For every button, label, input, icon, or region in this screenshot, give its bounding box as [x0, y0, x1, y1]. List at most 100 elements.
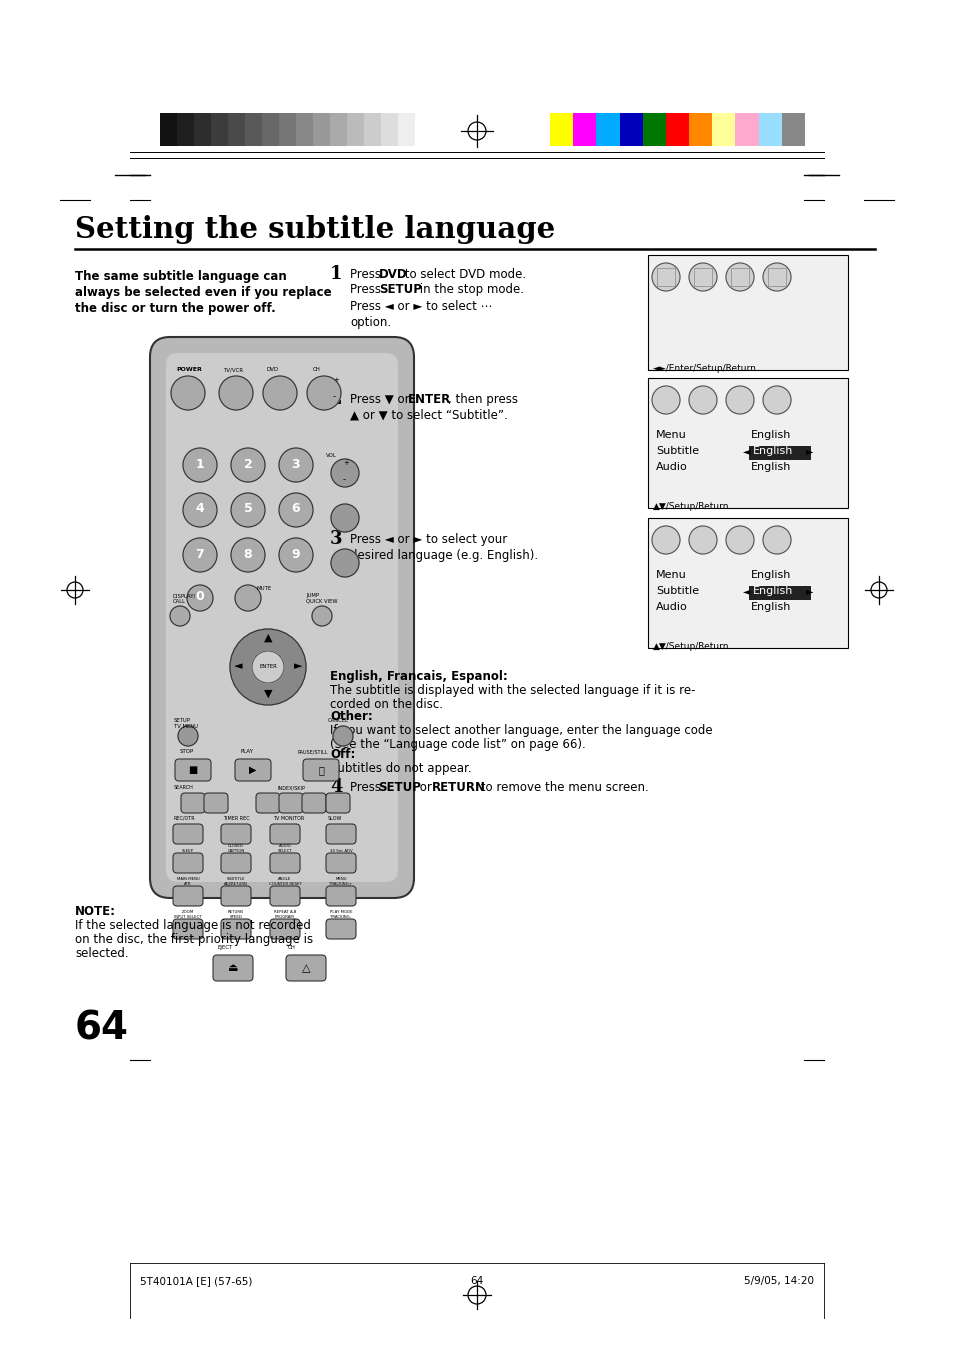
Text: TV/VCR: TV/VCR — [223, 367, 243, 372]
Bar — [278, 113, 295, 146]
Circle shape — [762, 386, 790, 413]
Text: 5/9/05, 14:20: 5/9/05, 14:20 — [743, 1275, 813, 1286]
Text: VOL: VOL — [326, 453, 336, 458]
FancyBboxPatch shape — [303, 759, 338, 781]
Text: Subtitles do not appear.: Subtitles do not appear. — [330, 762, 471, 775]
FancyBboxPatch shape — [270, 852, 299, 873]
Text: (See the “Language code list” on page 66).: (See the “Language code list” on page 66… — [330, 738, 585, 751]
Circle shape — [230, 630, 306, 705]
Text: ◄: ◄ — [742, 446, 750, 457]
Text: Off:: Off: — [330, 748, 355, 761]
Bar — [693, 267, 711, 286]
Circle shape — [183, 538, 216, 571]
Text: 0: 0 — [195, 590, 204, 604]
Text: 2: 2 — [330, 390, 342, 408]
Circle shape — [688, 263, 717, 290]
Text: ◄: ◄ — [233, 661, 242, 671]
Text: INDEX/SKIP: INDEX/SKIP — [277, 785, 306, 790]
Text: 5T40101A [E] (57-65): 5T40101A [E] (57-65) — [140, 1275, 253, 1286]
Text: ZOOM
INPUT SELECT: ZOOM INPUT SELECT — [174, 911, 202, 919]
Circle shape — [171, 376, 205, 409]
Text: SETUP: SETUP — [377, 781, 420, 794]
Text: ▼: ▼ — [263, 689, 272, 698]
Text: desired language (e.g. English).: desired language (e.g. English). — [350, 549, 537, 562]
Bar — [657, 267, 675, 286]
Text: ▶: ▶ — [249, 765, 256, 775]
Circle shape — [278, 493, 313, 527]
Circle shape — [762, 526, 790, 554]
Text: corded on the disc.: corded on the disc. — [330, 698, 442, 711]
Text: MUTE: MUTE — [256, 586, 272, 590]
Text: ►: ► — [805, 586, 813, 596]
Text: 9: 9 — [292, 547, 300, 561]
Text: 4: 4 — [330, 778, 342, 796]
Text: ENTER: ENTER — [408, 393, 451, 407]
Text: 5: 5 — [243, 503, 253, 516]
Bar — [211, 113, 228, 146]
Text: ►: ► — [805, 446, 813, 457]
Text: 64: 64 — [75, 1011, 129, 1048]
Text: Press: Press — [350, 781, 384, 794]
Circle shape — [263, 376, 296, 409]
Bar — [730, 267, 748, 286]
Circle shape — [331, 504, 358, 532]
Text: CH: CH — [313, 367, 320, 372]
Text: on the disc, the first priority language is: on the disc, the first priority language… — [75, 934, 313, 946]
Circle shape — [688, 386, 717, 413]
Text: The subtitle is displayed with the selected language if it is re-: The subtitle is displayed with the selec… — [330, 684, 695, 697]
Text: TV MONITOR: TV MONITOR — [273, 816, 304, 821]
Circle shape — [688, 526, 717, 554]
Bar — [380, 113, 397, 146]
Circle shape — [231, 493, 265, 527]
Text: 4: 4 — [195, 503, 204, 516]
Text: 64: 64 — [470, 1275, 483, 1286]
Text: JUMP
QUICK VIEW: JUMP QUICK VIEW — [306, 593, 337, 604]
Circle shape — [278, 538, 313, 571]
Text: The same subtitle language can: The same subtitle language can — [75, 270, 287, 282]
Text: ▲▼/Setup/Return: ▲▼/Setup/Return — [652, 642, 729, 651]
Circle shape — [252, 651, 284, 684]
Circle shape — [307, 376, 340, 409]
Text: CANCEL: CANCEL — [328, 717, 349, 723]
Text: English: English — [750, 603, 791, 612]
FancyBboxPatch shape — [326, 824, 355, 844]
Circle shape — [725, 386, 753, 413]
FancyBboxPatch shape — [326, 919, 355, 939]
Text: ENTER: ENTER — [259, 663, 276, 669]
Text: +: + — [333, 377, 338, 382]
Text: 8: 8 — [243, 547, 252, 561]
Circle shape — [183, 493, 216, 527]
Text: always be selected even if you replace: always be selected even if you replace — [75, 286, 332, 299]
Text: English: English — [752, 446, 793, 457]
Circle shape — [331, 459, 358, 486]
Bar — [295, 113, 313, 146]
Bar — [748, 446, 810, 459]
FancyBboxPatch shape — [221, 919, 251, 939]
Bar — [781, 113, 804, 146]
FancyBboxPatch shape — [326, 852, 355, 873]
Text: ▲ or ▼ to select “Subtitle”.: ▲ or ▼ to select “Subtitle”. — [350, 409, 507, 422]
FancyBboxPatch shape — [255, 793, 280, 813]
Bar — [712, 113, 735, 146]
Text: in the stop mode.: in the stop mode. — [416, 282, 523, 296]
FancyBboxPatch shape — [172, 824, 203, 844]
Bar — [758, 113, 781, 146]
Text: ⏏: ⏏ — [228, 963, 238, 973]
Text: Press ▼ or: Press ▼ or — [350, 393, 413, 407]
Circle shape — [331, 549, 358, 577]
Text: Subtitle: Subtitle — [656, 586, 699, 596]
Circle shape — [219, 376, 253, 409]
Text: 3: 3 — [292, 458, 300, 470]
Text: option.: option. — [350, 316, 391, 330]
FancyBboxPatch shape — [278, 793, 303, 813]
Text: -: - — [333, 392, 335, 401]
Text: ■: ■ — [188, 765, 197, 775]
Text: RETURN
SPEED: RETURN SPEED — [228, 911, 244, 919]
FancyBboxPatch shape — [286, 955, 326, 981]
Text: 30 Sec ADV: 30 Sec ADV — [330, 848, 352, 852]
Circle shape — [278, 449, 313, 482]
Text: SLOW: SLOW — [328, 816, 342, 821]
FancyBboxPatch shape — [213, 955, 253, 981]
Text: 3: 3 — [330, 530, 342, 549]
Text: PLAY MODE
TRACKING-: PLAY MODE TRACKING- — [330, 911, 352, 919]
